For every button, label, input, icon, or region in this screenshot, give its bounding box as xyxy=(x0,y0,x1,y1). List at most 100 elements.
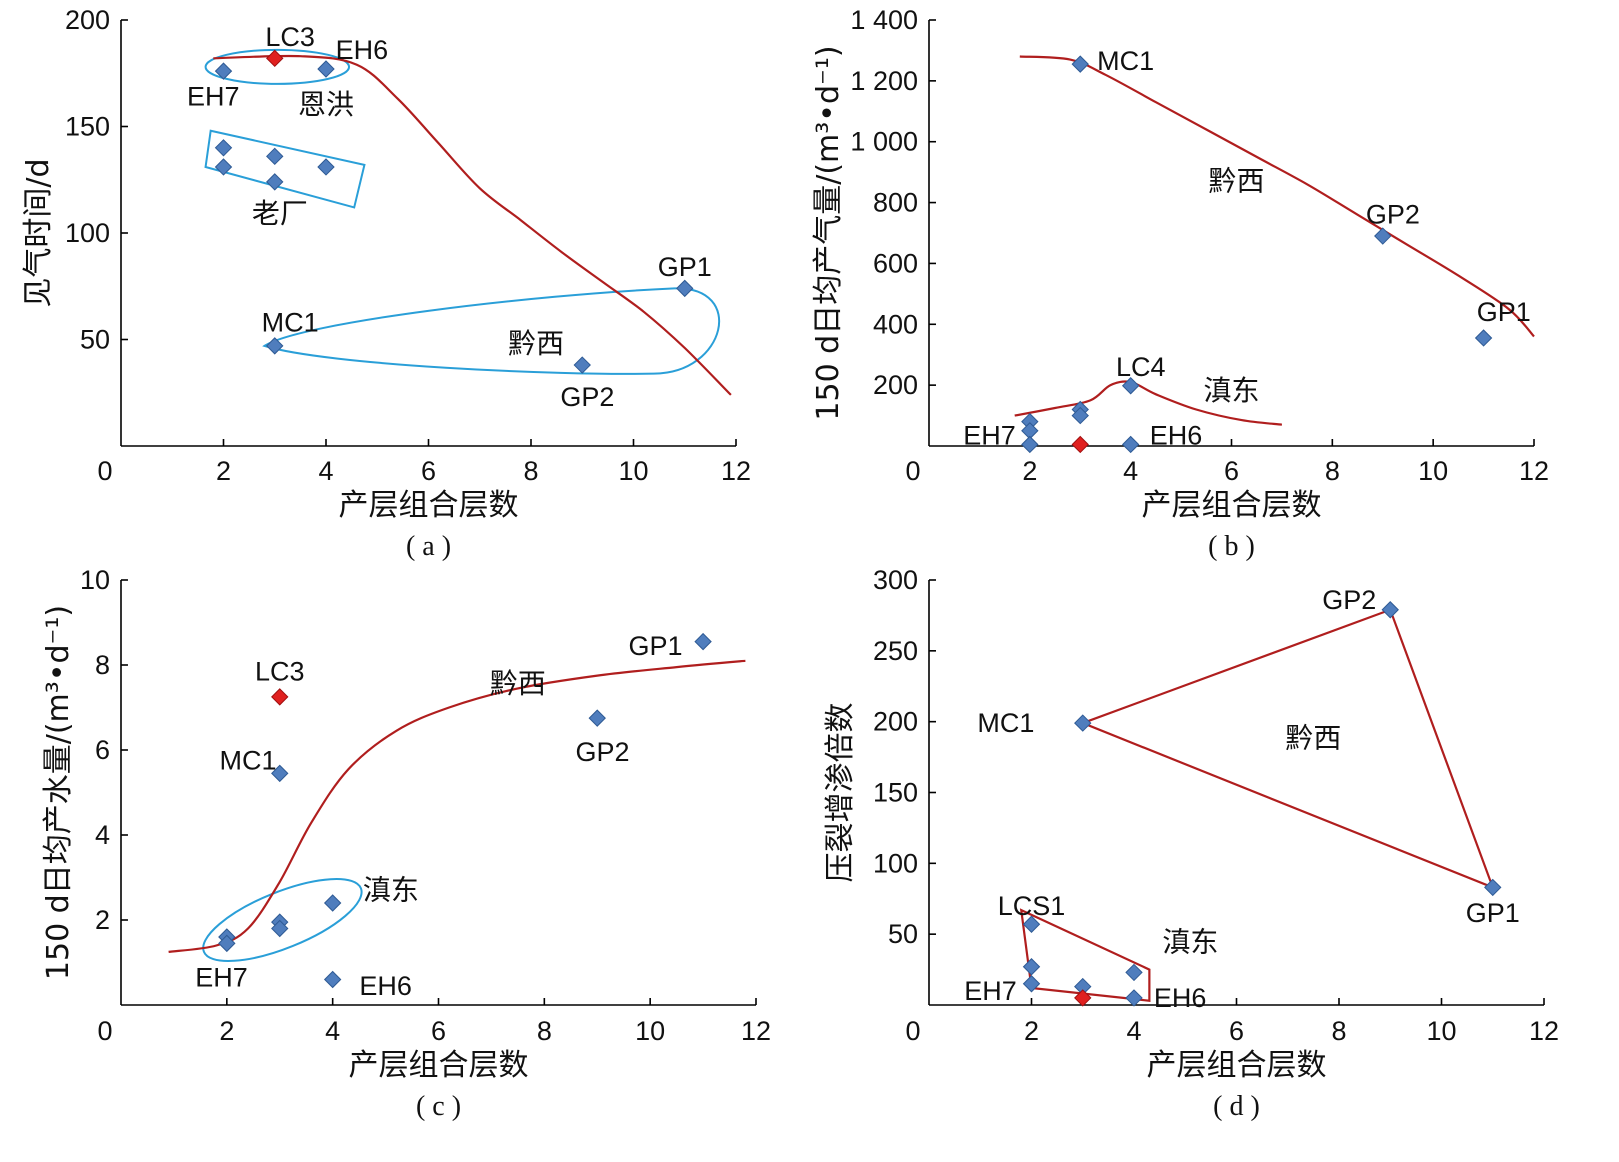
data-point xyxy=(266,147,284,166)
y-tick-label: 1 000 xyxy=(850,127,918,157)
axes: 0 2 4 6 8 10 12 50 100 150 200 250 300 xyxy=(873,565,1559,1046)
y-tick-label: 50 xyxy=(888,919,918,949)
y-tick-label: 400 xyxy=(873,309,918,339)
enhong-envelope xyxy=(204,48,351,85)
data-point xyxy=(1071,406,1089,425)
x-tick-label: 0 xyxy=(97,456,112,486)
data-point xyxy=(266,49,284,68)
x-tick-label: 10 xyxy=(1418,456,1448,486)
y-tick-label: 2 xyxy=(95,905,110,935)
data-point xyxy=(1074,714,1092,732)
y-tick-label: 8 xyxy=(95,650,110,680)
y-axis-title: 压裂增渗倍数 xyxy=(823,703,858,883)
annotation-label: EH7 xyxy=(187,82,240,112)
trend-lines xyxy=(1014,55,1535,426)
data-point xyxy=(317,158,335,176)
data-point xyxy=(1022,975,1041,993)
annotation-label: 黔西 xyxy=(1285,722,1341,755)
y-tick-label: 300 xyxy=(873,565,918,595)
annotation-label: 滇东 xyxy=(1162,926,1218,959)
x-tick-label: 10 xyxy=(618,456,648,486)
data-point xyxy=(676,279,694,298)
y-axis-title: 见气时间/d xyxy=(21,158,56,307)
y-tick-label: 150 xyxy=(873,778,918,808)
annotation-label: 滇东 xyxy=(363,873,419,906)
annotation-label: 黔西 xyxy=(508,327,564,360)
y-axis-title: 150 d日均产水量/(m³•d⁻¹) xyxy=(41,605,76,980)
x-tick-label: 2 xyxy=(1024,1016,1039,1046)
annotation-label: LCS1 xyxy=(998,891,1066,921)
annotation-label: MC1 xyxy=(219,746,276,776)
panel-c: 0 2 4 6 8 10 12 2 4 6 8 10 产层组合层数 150 d日均产水量/(m³•d⁻¹)… xyxy=(41,565,771,1122)
data-point xyxy=(214,139,233,157)
y-tick-label: 600 xyxy=(873,248,918,278)
data-point xyxy=(1022,915,1041,933)
data-point xyxy=(271,688,289,706)
data-point xyxy=(271,764,289,783)
y-axis-title: 150 d日均产气量/(m³•d⁻¹) xyxy=(811,45,846,420)
x-axis-title: 产层组合层数 xyxy=(1142,488,1322,523)
x-tick-label: 0 xyxy=(905,1016,920,1046)
data-point xyxy=(588,709,606,727)
data-point xyxy=(1022,958,1041,976)
annotations: MC1 黔西 GP2 GP1 LC4 滇东 EH7 EH6 xyxy=(963,46,1531,450)
annotation-label: LC3 xyxy=(255,656,305,686)
data-point xyxy=(214,158,233,176)
x-tick-label: 0 xyxy=(905,456,920,486)
panel-label: ( b ) xyxy=(1208,531,1255,562)
x-tick-label: 6 xyxy=(1224,456,1239,486)
x-axis-title: 产层组合层数 xyxy=(1147,1048,1327,1083)
annotation-label: GP1 xyxy=(1477,297,1531,327)
annotation-label: EH6 xyxy=(336,35,389,65)
data-point xyxy=(1071,435,1089,454)
annotation-label: GP2 xyxy=(576,737,630,767)
data-point xyxy=(1021,435,1039,454)
data-point xyxy=(214,62,233,80)
data-point xyxy=(694,632,712,651)
panel-b: 0 2 4 6 8 10 12 200 400 600 800 1 000 1 200 1 400 产层组合… xyxy=(811,5,1549,562)
x-tick-label: 10 xyxy=(635,1016,665,1046)
data-point xyxy=(1125,963,1143,982)
y-tick-label: 50 xyxy=(80,325,110,355)
annotation-label: EH6 xyxy=(359,971,412,1001)
y-tick-label: 1 400 xyxy=(850,5,918,35)
annotation-label: EH6 xyxy=(1154,983,1207,1013)
data-point xyxy=(1074,989,1092,1007)
x-tick-label: 6 xyxy=(1229,1016,1244,1046)
y-tick-label: 250 xyxy=(873,636,918,666)
x-tick-label: 0 xyxy=(97,1016,112,1046)
x-tick-label: 12 xyxy=(721,456,751,486)
x-tick-label: 12 xyxy=(1529,1016,1559,1046)
panel-label: ( d ) xyxy=(1213,1091,1260,1122)
data-point xyxy=(1474,329,1493,347)
data-point xyxy=(266,173,284,191)
x-tick-label: 4 xyxy=(1123,456,1138,486)
annotation-label: LC3 xyxy=(265,22,315,52)
annotation-label: LC4 xyxy=(1116,352,1166,382)
y-tick-label: 6 xyxy=(95,735,110,765)
annotation-label: GP2 xyxy=(560,382,614,412)
x-tick-label: 4 xyxy=(325,1016,340,1046)
x-tick-label: 2 xyxy=(219,1016,234,1046)
annotation-label: EH7 xyxy=(964,976,1017,1006)
y-tick-label: 200 xyxy=(873,707,918,737)
x-tick-label: 2 xyxy=(1022,456,1037,486)
axes: 0 2 4 6 8 10 12 200 400 600 800 1 000 1 200 1 400 xyxy=(850,5,1549,486)
data-point xyxy=(266,337,284,355)
x-tick-label: 12 xyxy=(1519,456,1549,486)
x-tick-label: 4 xyxy=(1126,1016,1141,1046)
y-tick-label: 1 200 xyxy=(850,66,918,96)
x-tick-label: 4 xyxy=(318,456,333,486)
annotation-label: 黔西 xyxy=(1209,164,1265,197)
trend-lines xyxy=(213,54,732,396)
data-point xyxy=(573,356,591,374)
annotation-label: GP1 xyxy=(628,631,682,661)
x-tick-label: 12 xyxy=(741,1016,771,1046)
annotation-label: 黔西 xyxy=(490,667,546,700)
data-point xyxy=(1484,878,1502,897)
data-point xyxy=(323,894,342,912)
trend-lines xyxy=(168,659,746,953)
annotation-label: MC1 xyxy=(977,708,1034,738)
